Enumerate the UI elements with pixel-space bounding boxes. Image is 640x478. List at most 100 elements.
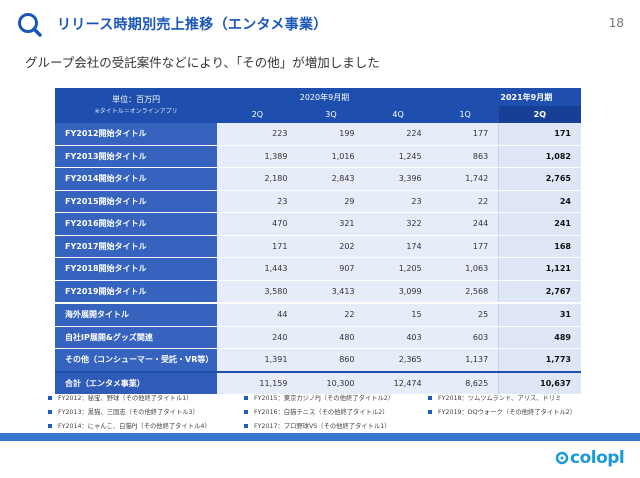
- row-label: FY2017開始タイトル: [55, 235, 218, 258]
- page-title: リリース時期別売上推移（エンタメ事業）: [57, 17, 328, 33]
- row-label: FY2014開始タイトル: [55, 167, 218, 191]
- cell-value-current: 168: [498, 235, 581, 258]
- bullet-square-icon: [244, 423, 248, 428]
- cell-value: 3,413: [297, 280, 365, 304]
- search-magnifier-icon: [18, 13, 42, 37]
- cell-value-current: 489: [498, 326, 581, 349]
- table-total-row: 合計（エンタメ事業） 11,159 10,300 12,474 8,625 10…: [55, 370, 581, 395]
- cell-value: 470: [217, 212, 298, 236]
- footnote-text: FY2016：白猫テニス（その他終了タイトル2）: [254, 409, 389, 416]
- footer-bar: [0, 433, 640, 441]
- cell-value: 23: [217, 190, 298, 213]
- cell-value-current: 1,121: [498, 257, 581, 281]
- cell-value: 174: [364, 235, 432, 258]
- footnote-item: FY2019：DQウォーク（その他終了タイトル2）: [428, 407, 576, 416]
- table-row: その他（コンシューマー・受託・VR等） 1,391 860 2,365 1,13…: [55, 348, 581, 372]
- cell-value: 1,389: [217, 145, 298, 168]
- footnote-item: FY2016：白猫テニス（その他終了タイトル2）: [244, 407, 389, 416]
- cell-value: 177: [431, 235, 499, 258]
- footnote-item: FY2013：黒猫、三国志（その他終了タイトル3）: [48, 407, 199, 416]
- cell-value: 2,568: [431, 280, 499, 304]
- cell-value: 480: [297, 326, 365, 349]
- row-label: FY2019開始タイトル: [55, 280, 218, 304]
- table-row: 海外展開タイトル 44 22 15 25 31: [55, 302, 581, 327]
- cell-value-current: 1,082: [498, 145, 581, 168]
- cell-value: 22: [431, 190, 499, 213]
- cell-value: 44: [217, 302, 298, 327]
- cell-value: 1,205: [364, 257, 432, 281]
- bullet-square-icon: [428, 395, 432, 400]
- footnote-item: FY2012：秘宝、野球（その他終了タイトル1）: [48, 393, 193, 402]
- logo-ring-icon: [555, 451, 569, 465]
- cell-value: 199: [297, 123, 365, 146]
- cell-value: 240: [217, 326, 298, 349]
- row-label: その他（コンシューマー・受託・VR等）: [55, 348, 218, 372]
- cell-value: 25: [431, 302, 499, 327]
- table-header-row: 単位：百万円 ※タイトル＝オンラインアプリ 2020年9月期 2021年9月期: [55, 88, 581, 123]
- quarter-header-current: 2Q: [498, 106, 581, 123]
- table-row: FY2019開始タイトル 3,580 3,413 3,099 2,568 2,7…: [55, 280, 581, 304]
- cell-value-current: 31: [498, 302, 581, 327]
- cell-value: 1,391: [217, 348, 298, 372]
- cell-value: 12,474: [364, 370, 432, 395]
- table-row: FY2017開始タイトル 171 202 174 177 168: [55, 235, 581, 258]
- page-subtitle: グループ会社の受託案件などにより、「その他」が増加しました: [25, 55, 380, 70]
- cell-value-current: 241: [498, 212, 581, 236]
- footnote-text: FY2012：秘宝、野球（その他終了タイトル1）: [58, 395, 193, 402]
- bullet-square-icon: [48, 395, 52, 400]
- quarter-header: 4Q: [364, 106, 432, 123]
- cell-value: 603: [431, 326, 499, 349]
- cell-value: 403: [364, 326, 432, 349]
- cell-value: 907: [297, 257, 365, 281]
- unit-note: ※タイトル＝オンラインアプリ: [94, 107, 178, 115]
- quarter-header: 3Q: [297, 106, 365, 123]
- cell-value: 1,245: [364, 145, 432, 168]
- row-label: FY2012開始タイトル: [55, 123, 218, 146]
- cell-value: 322: [364, 212, 432, 236]
- footnote-item: FY2015：東京カジノPJ（その他終了タイトル2）: [244, 393, 394, 402]
- quarter-header: 1Q: [431, 106, 499, 123]
- cell-value: 3,396: [364, 167, 432, 191]
- logo-text: colopl: [570, 448, 625, 468]
- table-row: 自社IP展開&グッズ関連 240 480 403 603 489: [55, 326, 581, 349]
- cell-value: 863: [431, 145, 499, 168]
- cell-value: 171: [217, 235, 298, 258]
- cell-value-current: 171: [498, 123, 581, 146]
- table-row: FY2012開始タイトル 223 199 224 177 171: [55, 123, 581, 146]
- cell-value: 223: [217, 123, 298, 146]
- cell-value: 2,180: [217, 167, 298, 191]
- company-logo: colopl: [555, 448, 625, 468]
- table-row: FY2016開始タイトル 470 321 322 244 241: [55, 212, 581, 236]
- bullet-square-icon: [48, 409, 52, 414]
- cell-value: 177: [431, 123, 499, 146]
- table-row: FY2014開始タイトル 2,180 2,843 3,396 1,742 2,7…: [55, 167, 581, 191]
- row-label: 海外展開タイトル: [55, 302, 218, 327]
- unit-header-cell: 単位：百万円 ※タイトル＝オンラインアプリ: [55, 88, 218, 123]
- cell-value: 1,063: [431, 257, 499, 281]
- cell-value: 1,137: [431, 348, 499, 372]
- cell-value: 23: [364, 190, 432, 213]
- cell-value-current: 10,637: [498, 370, 581, 395]
- table-row: FY2018開始タイトル 1,443 907 1,205 1,063 1,121: [55, 257, 581, 281]
- cell-value-current: 24: [498, 190, 581, 213]
- cell-value: 22: [297, 302, 365, 327]
- quarter-header: 2Q: [217, 106, 298, 123]
- cell-value: 1,443: [217, 257, 298, 281]
- cell-value: 10,300: [297, 370, 365, 395]
- footnote-text: FY2013：黒猫、三国志（その他終了タイトル3）: [58, 409, 199, 416]
- row-label: 自社IP展開&グッズ関連: [55, 326, 218, 349]
- cell-value: 29: [297, 190, 365, 213]
- bullet-square-icon: [244, 395, 248, 400]
- cell-value: 224: [364, 123, 432, 146]
- table-quarter-row: 2Q 3Q 4Q 1Q 2Q: [55, 106, 581, 123]
- row-label: FY2016開始タイトル: [55, 212, 218, 236]
- bullet-square-icon: [48, 423, 52, 428]
- bullet-square-icon: [428, 409, 432, 414]
- period-2021-header: 2021年9月期: [431, 88, 581, 106]
- table-row: FY2015開始タイトル 23 29 23 22 24: [55, 190, 581, 213]
- page-number: 18: [608, 16, 624, 30]
- cell-value: 8,625: [431, 370, 499, 395]
- cell-value: 3,099: [364, 280, 432, 304]
- cell-value-current: 1,773: [498, 348, 581, 372]
